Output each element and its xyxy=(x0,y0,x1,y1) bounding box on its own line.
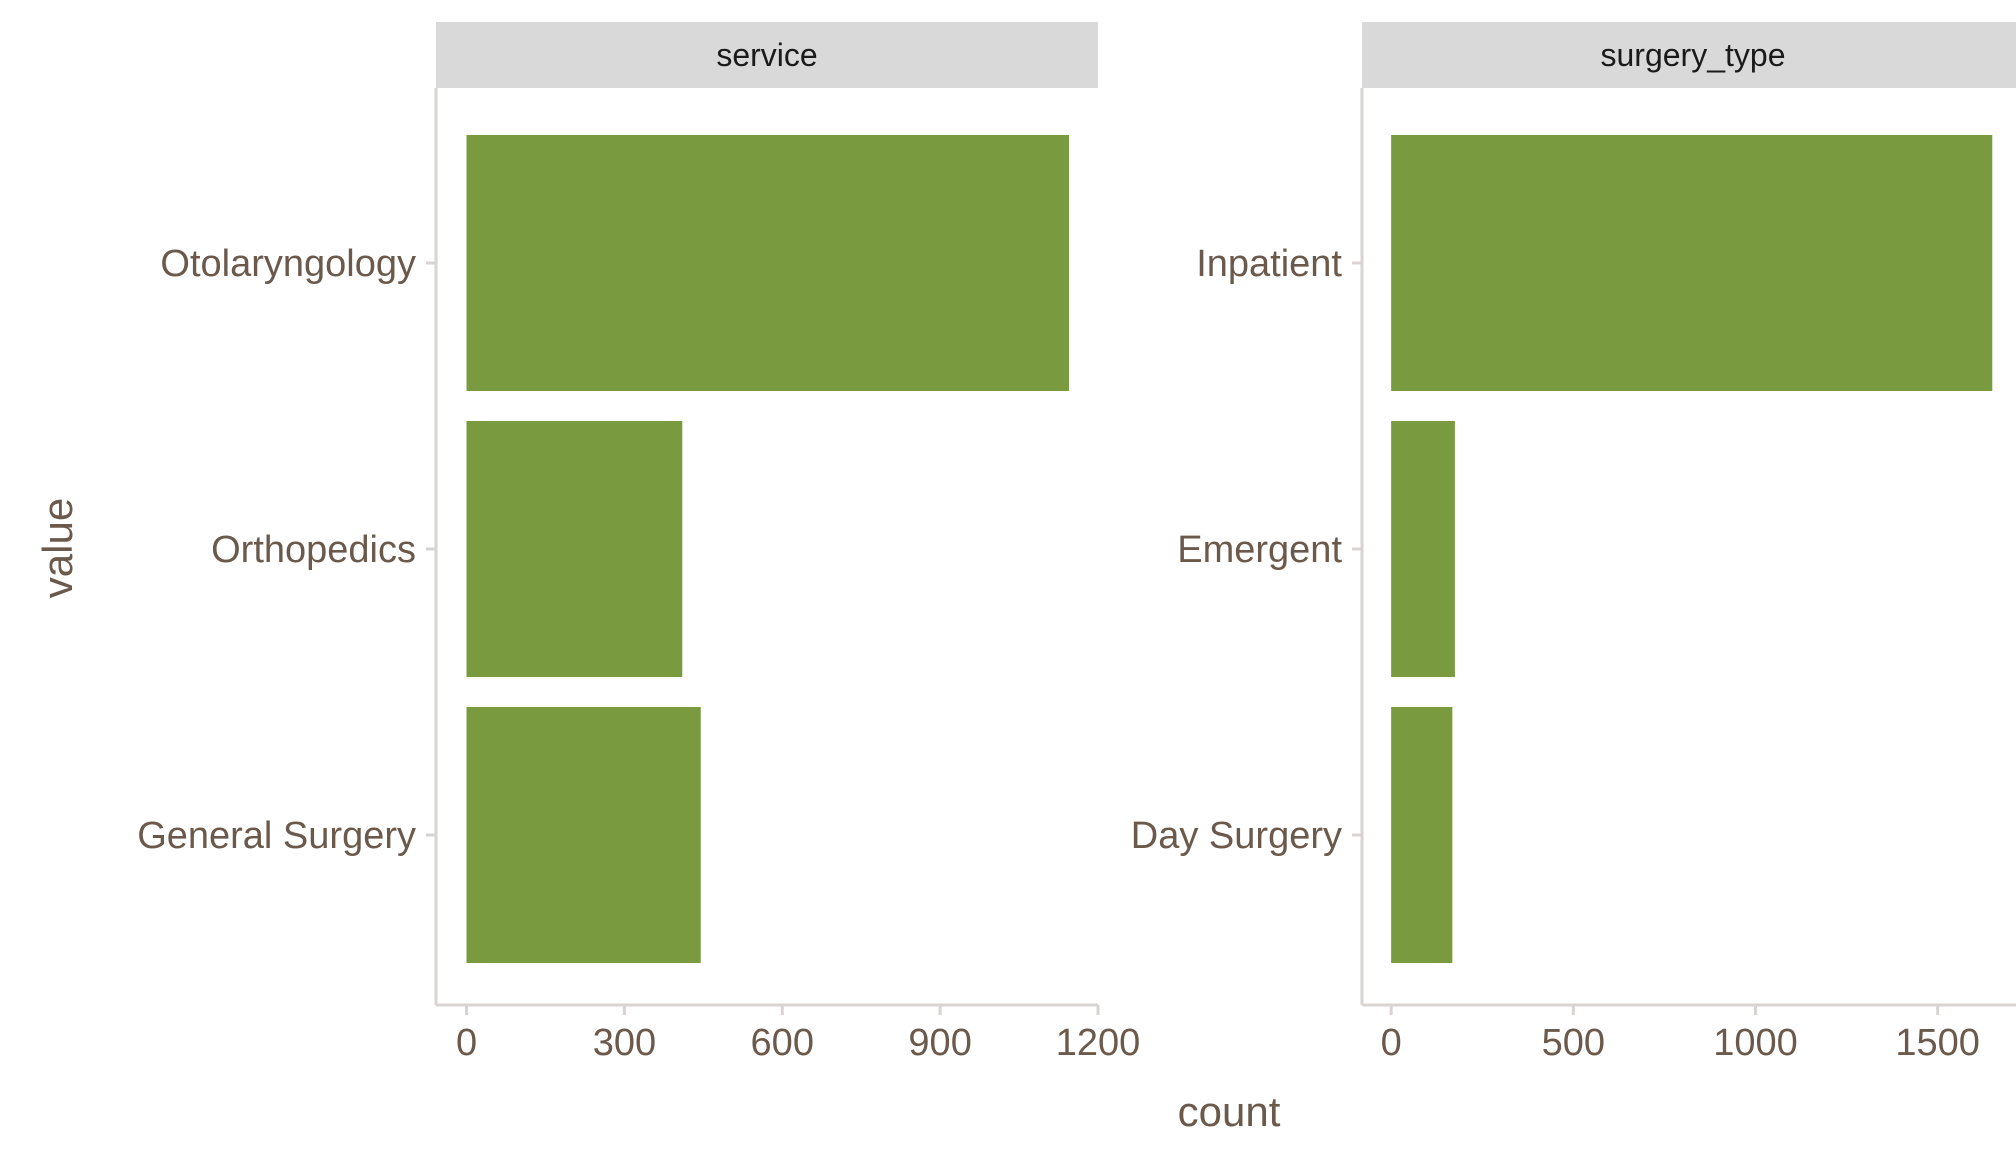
facet-service: service Otolaryngology Orthopedics General … xyxy=(137,22,1140,1064)
bar-emergent xyxy=(1391,421,1455,677)
bar-day-surgery xyxy=(1391,707,1453,963)
y-tick-label: Otolaryngology xyxy=(160,243,416,285)
facet-panels: service Otolaryngology Orthopedics General … xyxy=(137,22,2016,1064)
x-tick-label: 600 xyxy=(751,1022,814,1064)
x-tick-label: 900 xyxy=(908,1022,971,1064)
bar-inpatient xyxy=(1391,135,1993,391)
bar-general-surgery xyxy=(466,707,701,963)
x-tick-label: 0 xyxy=(1381,1022,1402,1064)
x-tick-label: 300 xyxy=(593,1022,656,1064)
y-tick-label: General Surgery xyxy=(137,815,416,857)
y-axis-title: value xyxy=(34,498,81,598)
y-tick-label: Orthopedics xyxy=(211,529,416,571)
bar-otolaryngology xyxy=(466,135,1070,391)
y-tick-label: Day Surgery xyxy=(1131,815,1342,857)
bar-orthopedics xyxy=(466,421,683,677)
facet-strip xyxy=(1362,22,2016,88)
x-axis-title: count xyxy=(1178,1088,1281,1135)
facet-strip xyxy=(436,22,1098,88)
x-tick-label: 1000 xyxy=(1713,1022,1798,1064)
facet-strip-label: surgery_type xyxy=(1601,37,1786,73)
x-tick-label: 0 xyxy=(456,1022,477,1064)
facet-strip-label: service xyxy=(716,37,817,73)
x-tick-label: 1200 xyxy=(1056,1022,1141,1064)
y-tick-label: Inpatient xyxy=(1196,243,1342,285)
x-tick-label: 1500 xyxy=(1895,1022,1980,1064)
facet-surgery_type: surgery_type Inpatient Emergent Day Surgery… xyxy=(1131,22,2016,1064)
y-tick-label: Emergent xyxy=(1177,529,1342,571)
x-tick-label: 500 xyxy=(1542,1022,1605,1064)
